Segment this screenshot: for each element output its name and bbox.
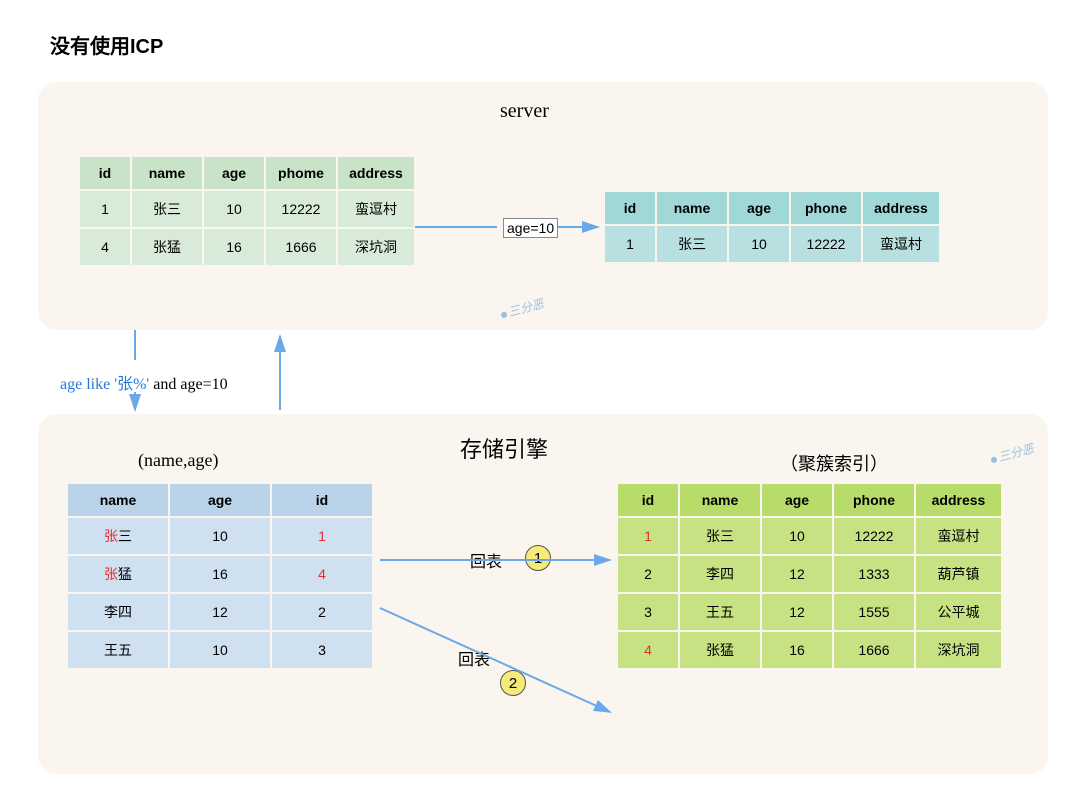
hl-cell: 张三 <box>104 528 132 544</box>
age-filter-label: age=10 <box>503 218 558 238</box>
hl-cell: 4 <box>644 642 652 658</box>
col-address: address <box>916 484 1001 516</box>
col-id: id <box>80 157 130 189</box>
table-row: 2 李四 12 1333 葫芦镇 <box>618 556 1001 592</box>
hl-cell: 4 <box>318 566 326 582</box>
server-left-table: id name age phome address 1 张三 10 12222 … <box>78 155 416 267</box>
col-phone: phone <box>791 192 861 224</box>
hl-cell: 张猛 <box>104 566 132 582</box>
col-age: age <box>762 484 832 516</box>
table-row: 1 张三 10 12222 蛮逗村 <box>618 518 1001 554</box>
secondary-index-table: name age id 张三 10 1 张猛 16 4 李四 12 2 王五 1… <box>66 482 374 670</box>
lookup-circle-1: 1 <box>525 545 551 571</box>
query-like-part: age like '张%' <box>60 376 149 393</box>
col-name: name <box>132 157 202 189</box>
page-title: 没有使用ICP <box>50 30 163 59</box>
lookup-label-2: 回表 <box>458 646 490 670</box>
table-row: 张猛 16 4 <box>68 556 372 592</box>
index-right-label: （聚簇索引） <box>780 450 888 476</box>
col-age: age <box>170 484 270 516</box>
col-name: name <box>680 484 760 516</box>
storage-label: 存储引擎 <box>460 432 548 464</box>
table-row: 1 张三 10 12222 蛮逗村 <box>80 191 414 227</box>
col-address: address <box>338 157 414 189</box>
query-condition: age like '张%' and age=10 <box>60 370 228 394</box>
col-name: name <box>68 484 168 516</box>
lookup-label-1: 回表 <box>470 548 502 572</box>
index-left-label: (name,age) <box>138 450 218 471</box>
col-name: name <box>657 192 727 224</box>
hl-cell: 1 <box>644 528 652 544</box>
col-phone: phone <box>834 484 914 516</box>
col-phome: phome <box>266 157 336 189</box>
server-label: server <box>500 100 549 123</box>
clustered-index-table: id name age phone address 1 张三 10 12222 … <box>616 482 1003 670</box>
table-row: 王五 10 3 <box>68 632 372 668</box>
table-row: 3 王五 12 1555 公平城 <box>618 594 1001 630</box>
server-right-table: id name age phone address 1 张三 10 12222 … <box>603 190 941 264</box>
query-and-part: and age=10 <box>149 376 227 393</box>
table-row: 4 张猛 16 1666 深坑洞 <box>80 229 414 265</box>
lookup-circle-2: 2 <box>500 670 526 696</box>
col-id: id <box>272 484 372 516</box>
table-row: 1 张三 10 12222 蛮逗村 <box>605 226 939 262</box>
hl-cell: 1 <box>318 528 326 544</box>
col-address: address <box>863 192 939 224</box>
table-row: 4 张猛 16 1666 深坑洞 <box>618 632 1001 668</box>
table-row: 张三 10 1 <box>68 518 372 554</box>
col-age: age <box>204 157 264 189</box>
col-age: age <box>729 192 789 224</box>
col-id: id <box>605 192 655 224</box>
col-id: id <box>618 484 678 516</box>
table-row: 李四 12 2 <box>68 594 372 630</box>
